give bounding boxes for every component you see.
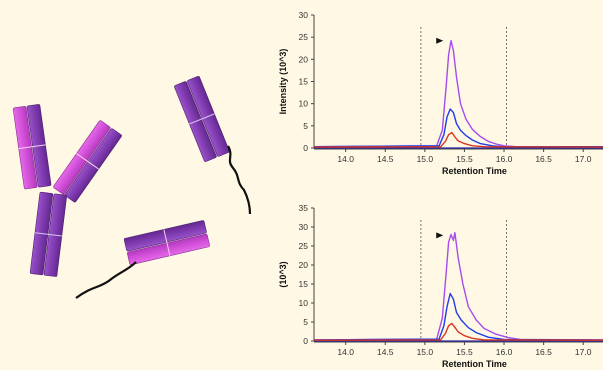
y-tick-label: 0 [303,336,308,346]
series-line-violet [313,40,603,148]
y-axis-title: (10^3) [278,261,288,287]
y-tick-label: 30 [299,10,309,20]
x-tick-label: 14.5 [377,154,394,164]
peak-marker [436,37,444,44]
y-tick-label: 25 [299,32,309,42]
x-tick-label: 17.0 [575,347,592,357]
x-tick-label: 15.5 [456,347,473,357]
series-line-red [313,322,603,341]
y-tick-label: 10 [299,99,309,109]
chromatogram-top: 0 5 10 15 20 25 30 14.0 14.5 15.0 15.5 16.0 16.5 17.0… [278,10,603,176]
y-tick-label: 25 [299,241,309,251]
tail-line [75,261,137,299]
y-tick-label: 5 [303,121,308,131]
series-line-violet [313,232,603,341]
y-tick-label: 15 [299,77,309,87]
x-axis-title: Retention Time [442,359,507,369]
y-tick-label: 20 [299,54,309,64]
series-line-blue [313,292,603,341]
x-tick-label: 14.0 [337,154,354,164]
x-tick-label: 16.5 [535,347,552,357]
series-line-red [313,131,603,148]
y-tick-label: 35 [299,203,309,213]
y-tick-label: 20 [299,260,309,270]
x-tick-label: 15.0 [417,347,434,357]
tail-line [227,145,252,215]
x-tick-label: 15.0 [417,154,434,164]
x-tick-label: 16.0 [496,347,513,357]
x-tick-label: 16.5 [535,154,552,164]
y-axis-title: Intensity (10^3) [278,49,288,115]
chromatogram-bottom: 0 5 10 15 20 25 30 35 14.0 14.5 15.0 15.5 16.0 16.5 17… [278,203,603,369]
peak-marker [436,232,444,239]
x-tick-label: 17.0 [575,154,592,164]
y-tick-label: 30 [299,222,309,232]
x-tick-label: 14.5 [377,347,394,357]
x-axis-title: Retention Time [442,166,507,176]
series-line-blue [313,108,603,148]
x-tick-label: 14.0 [337,347,354,357]
y-tick-label: 15 [299,279,309,289]
y-tick-label: 5 [303,317,308,327]
x-tick-label: 15.5 [456,154,473,164]
y-tick-label: 0 [303,143,308,153]
antibody-illustration [12,75,252,299]
y-tick-label: 10 [299,298,309,308]
x-tick-label: 16.0 [496,154,513,164]
